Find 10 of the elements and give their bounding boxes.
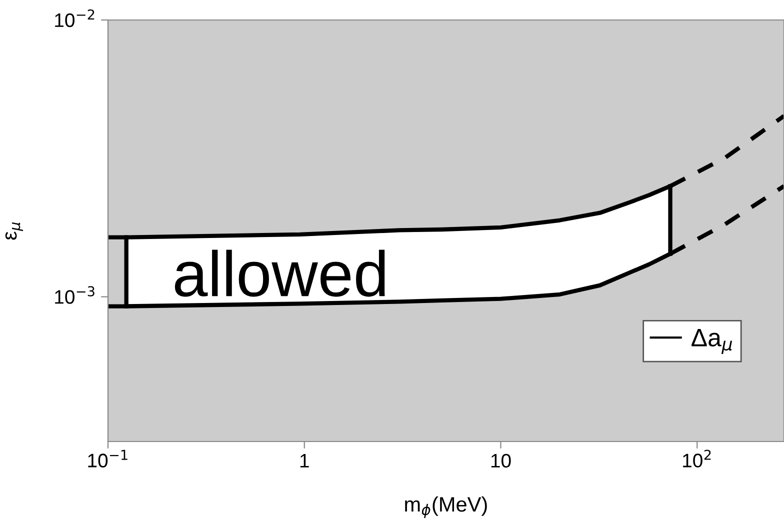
y-tick-label: 10$^{−2}$ [55, 9, 94, 28]
x-tick-label: 10$^{2}$ [683, 450, 711, 468]
x-tick-label: 10 [491, 454, 511, 468]
y-axis-title: ε$_{μ}$ [5, 222, 24, 240]
legend-label: Δa$_{μ}$ [692, 329, 732, 354]
x-tick-label: 10$^{−1}$ [88, 450, 128, 468]
x-axis-title: m$_{ϕ}$(MeV) [405, 496, 487, 518]
x-tick-label: 1 [300, 454, 309, 468]
annotation: allowed [174, 250, 385, 297]
y-tick-label: 10$^{−3}$ [55, 286, 94, 304]
